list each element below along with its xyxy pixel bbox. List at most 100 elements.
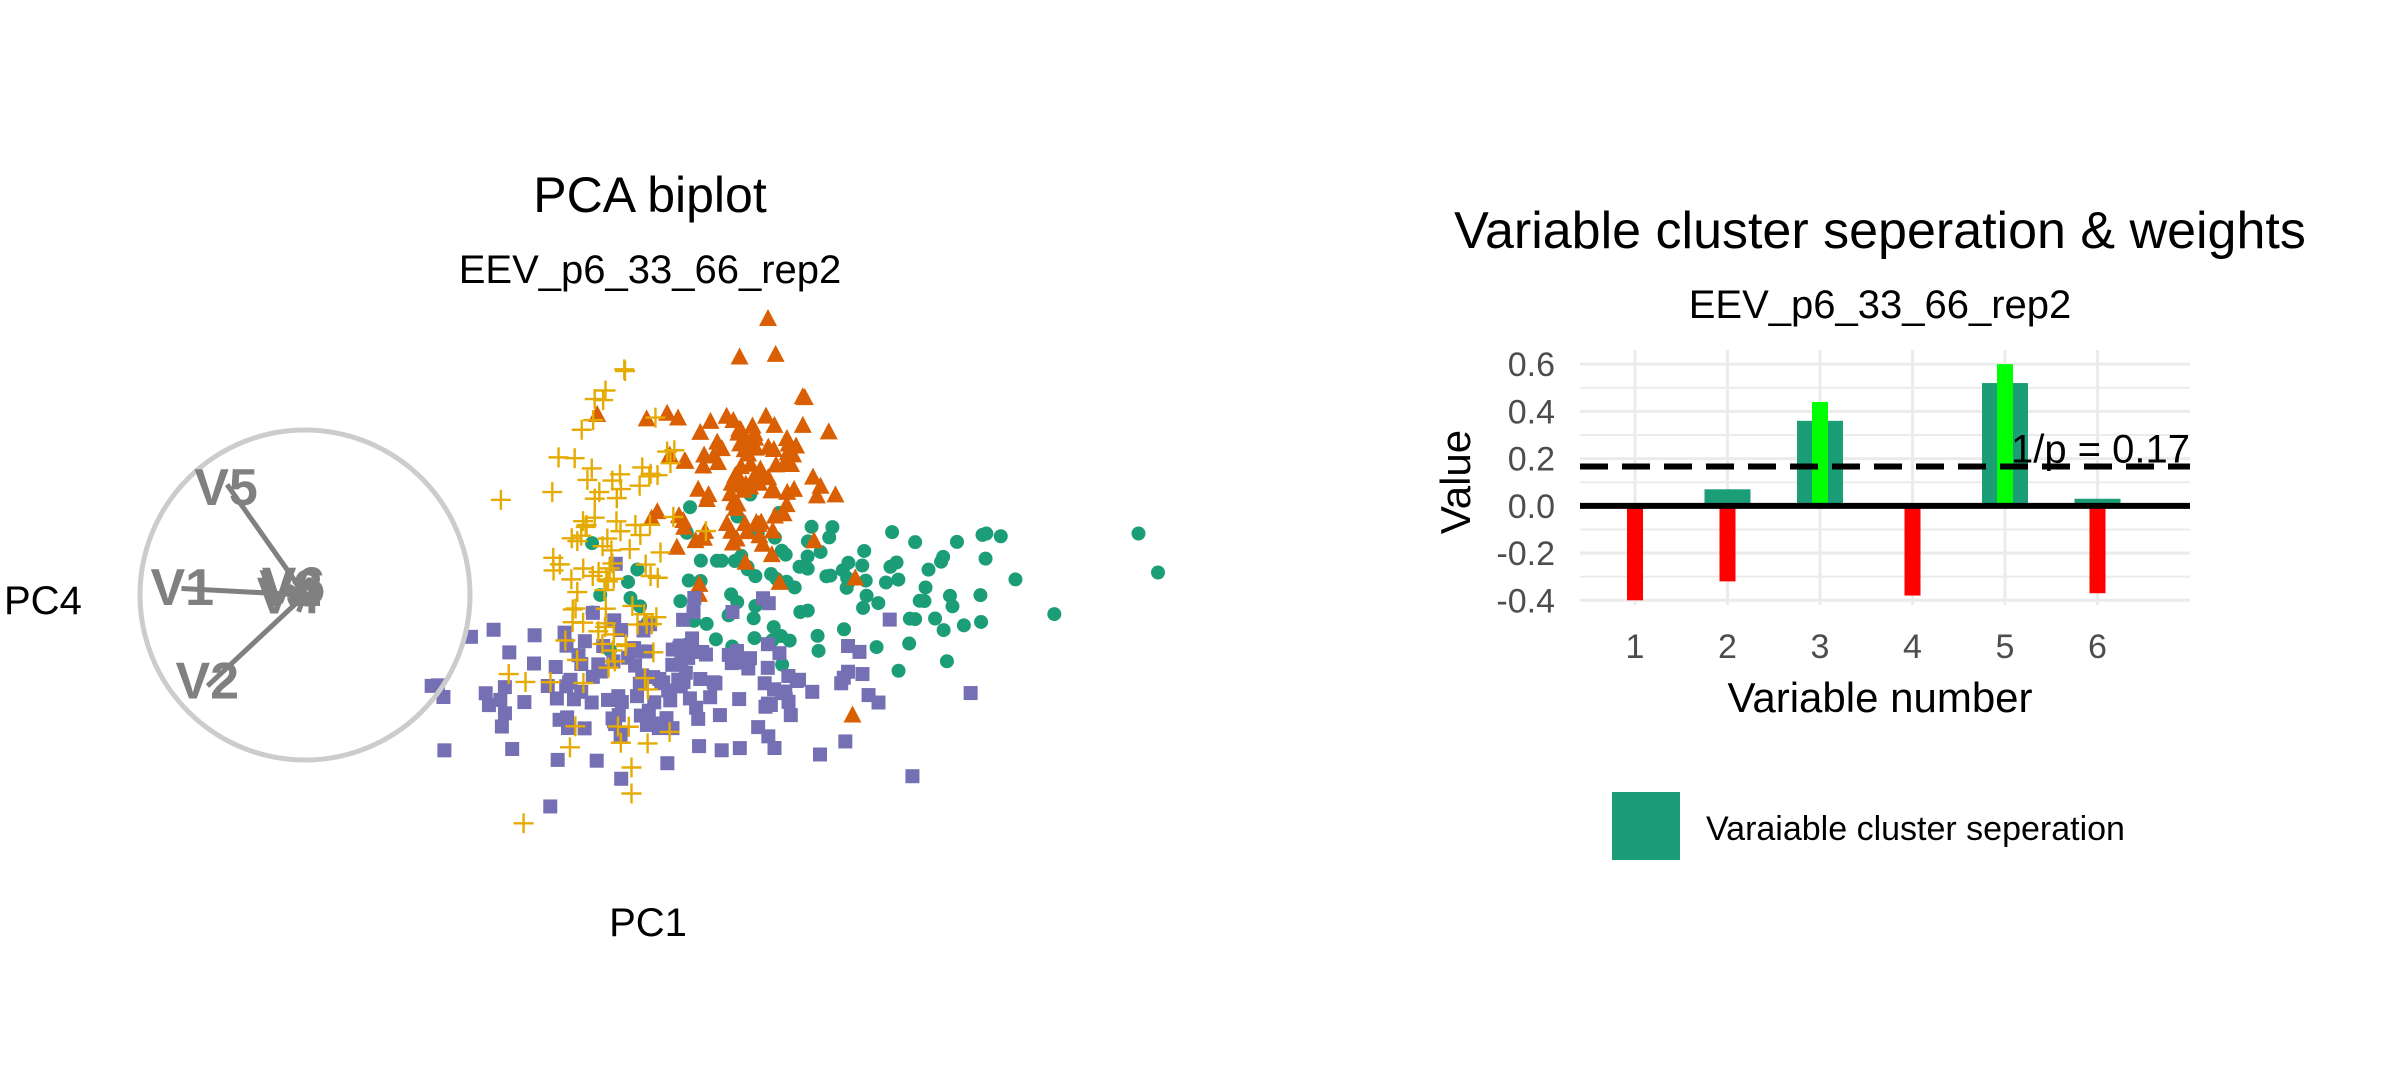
scatter-point-triangle bbox=[777, 429, 796, 447]
scatter-point-triangle bbox=[745, 423, 764, 441]
scatter-point-plus bbox=[657, 441, 678, 462]
weight-bar bbox=[1904, 505, 1921, 596]
scatter-point-square bbox=[502, 645, 517, 660]
scatter-point-circle bbox=[819, 569, 834, 584]
scatter-point-triangle bbox=[793, 415, 812, 433]
scatter-point-square bbox=[781, 668, 796, 683]
scatter-point-triangle bbox=[704, 446, 723, 464]
scatter-point-square bbox=[703, 690, 718, 705]
scatter-point-square bbox=[681, 650, 696, 665]
weight-bar bbox=[2089, 505, 2106, 594]
scatter-point-square bbox=[729, 643, 744, 658]
legend-label: Varaiable cluster seperation bbox=[1706, 810, 2125, 848]
scatter-point-square bbox=[760, 660, 775, 675]
pca-biplot-title: PCA biplot bbox=[533, 167, 767, 223]
scatter-point-square bbox=[905, 769, 920, 784]
scatter-point-square bbox=[695, 644, 710, 659]
scatter-point-triangle bbox=[762, 545, 781, 563]
scatter-point-circle bbox=[902, 636, 917, 651]
scatter-point-plus bbox=[635, 554, 656, 575]
scatter-point-circle bbox=[950, 534, 965, 549]
scatter-point-square bbox=[781, 694, 796, 709]
scatter-point-triangle bbox=[669, 408, 688, 426]
scatter-point-square bbox=[591, 657, 606, 672]
scatter-point-circle bbox=[621, 574, 636, 589]
scatter-point-triangle bbox=[728, 494, 747, 512]
scatter-point-triangle bbox=[782, 455, 801, 473]
scatter-point-circle bbox=[1008, 572, 1023, 587]
scatter-point-square bbox=[577, 634, 592, 649]
scatter-point-circle bbox=[856, 600, 871, 615]
loading-arrow-v5 bbox=[224, 483, 308, 597]
scatter-point-plus bbox=[639, 514, 660, 535]
scatter-point-square bbox=[714, 743, 729, 758]
scatter-point-circle bbox=[774, 543, 789, 558]
scatter-point-plus bbox=[604, 651, 625, 672]
scatter-point-circle bbox=[836, 622, 851, 637]
scatter-point-circle bbox=[859, 588, 874, 603]
scatter-point-square bbox=[836, 670, 851, 685]
scatter-point-triangle bbox=[694, 456, 713, 474]
x-tick-label: 5 bbox=[1996, 628, 2015, 666]
scatter-point-circle bbox=[891, 572, 906, 587]
scatter-point-plus bbox=[595, 380, 616, 401]
scatter-point-plus bbox=[561, 528, 582, 549]
scatter-point-square bbox=[505, 741, 520, 756]
scatter-point-plus bbox=[592, 633, 613, 654]
scatter-point-square bbox=[682, 691, 697, 706]
scatter-point-triangle bbox=[726, 466, 745, 484]
scatter-point-circle bbox=[800, 561, 815, 576]
scatter-point-square bbox=[855, 667, 870, 682]
scatter-point-circle bbox=[810, 628, 825, 643]
scatter-point-square bbox=[437, 743, 452, 758]
scatter-point-square bbox=[614, 771, 629, 786]
scatter-point-square bbox=[550, 752, 565, 767]
loading-arrow-v1 bbox=[181, 586, 306, 598]
scatter-point-circle bbox=[681, 573, 696, 588]
x-tick-label: 3 bbox=[1811, 628, 1830, 666]
scatter-point-triangle bbox=[807, 486, 826, 504]
scatter-point-triangle bbox=[770, 572, 789, 590]
scatter-point-triangle bbox=[667, 537, 686, 555]
x-tick-label: 2 bbox=[1718, 628, 1737, 666]
scatter-point-plus bbox=[632, 457, 653, 478]
scatter-point-square bbox=[871, 695, 886, 710]
scatter-point-plus bbox=[695, 521, 716, 542]
scatter-point-plus bbox=[645, 407, 666, 428]
scatter-point-square bbox=[805, 684, 820, 699]
scatter-point-circle bbox=[673, 594, 688, 609]
y-tick-label: -0.4 bbox=[1496, 582, 1555, 620]
scatter-point-square bbox=[761, 596, 776, 611]
scatter-point-plus bbox=[646, 607, 667, 628]
scatter-point-circle bbox=[585, 536, 600, 551]
scatter-point-plus bbox=[594, 579, 615, 600]
scatter-point-triangle bbox=[784, 445, 803, 463]
scatter-point-square bbox=[841, 638, 856, 653]
scatter-point-square bbox=[838, 734, 853, 749]
scatter-point-triangle bbox=[701, 411, 720, 429]
scatter-point-square bbox=[761, 729, 776, 744]
scatter-point-triangle bbox=[648, 502, 667, 520]
scatter-point-square bbox=[527, 656, 541, 671]
scatter-point-triangle bbox=[723, 533, 742, 551]
scatter-point-square bbox=[647, 716, 662, 731]
scatter-point-circle bbox=[979, 526, 994, 541]
scatter-point-plus bbox=[622, 595, 643, 616]
scatter-point-triangle bbox=[717, 514, 736, 532]
scatter-point-square bbox=[963, 686, 978, 701]
scatter-point-circle bbox=[800, 549, 815, 564]
scatter-point-circle bbox=[727, 554, 742, 569]
scatter-point-square bbox=[559, 679, 574, 694]
scatter-point-square bbox=[589, 753, 604, 768]
scatter-point-square bbox=[493, 692, 508, 707]
scatter-point-triangle bbox=[730, 347, 749, 365]
scatter-point-square bbox=[494, 719, 509, 734]
scatter-point-triangle bbox=[767, 455, 786, 473]
scatter-point-triangle bbox=[819, 422, 838, 440]
scatter-point-circle bbox=[993, 529, 1008, 544]
scatter-point-circle bbox=[693, 553, 708, 568]
scatter-point-circle bbox=[813, 544, 828, 559]
scatter-point-triangle bbox=[697, 489, 716, 507]
